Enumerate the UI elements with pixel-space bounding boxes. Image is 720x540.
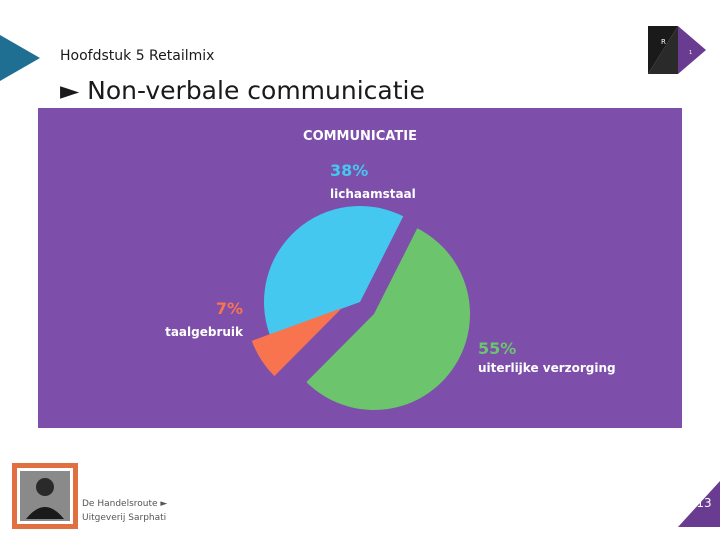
- slice-category-label: uiterlijke verzorging: [478, 361, 616, 375]
- chart-title: COMMUNICATIE: [303, 129, 417, 144]
- publisher-name: De Handelsroute ► Uitgeverij Sarphati: [82, 497, 167, 525]
- slice-value-label: 55%: [478, 339, 516, 358]
- page-number: 13: [696, 496, 712, 510]
- page-badge-icon: [678, 481, 720, 527]
- pie-slice-uiterlijke-verzorging: [306, 228, 470, 410]
- brand-letter: R: [661, 38, 666, 46]
- slice-value-label: 7%: [216, 299, 243, 318]
- pie-chart: COMMUNICATIE 38% lichaamstaal 55% uiterlijk…: [38, 108, 682, 428]
- brand-number: 1: [689, 50, 692, 56]
- pie-slice-taalgebruik: [251, 308, 342, 377]
- publisher-line-2: Uitgeverij Sarphati: [82, 513, 167, 523]
- publisher-logo-icon: [12, 463, 78, 529]
- slide-title: ► Non-verbale communicatie: [60, 76, 425, 105]
- section-arrow-icon: [0, 35, 40, 81]
- chapter-label: Hoofdstuk 5 Retailmix: [60, 48, 215, 64]
- slice-category-label: lichaamstaal: [330, 187, 416, 201]
- brand-logo-icon: R 1: [648, 26, 706, 74]
- publisher-line-1: De Handelsroute ►: [82, 499, 168, 509]
- slice-value-label: 38%: [330, 161, 368, 180]
- pie-slice-lichaamstaal: [263, 206, 404, 335]
- slice-category-label: taalgebruik: [165, 325, 244, 339]
